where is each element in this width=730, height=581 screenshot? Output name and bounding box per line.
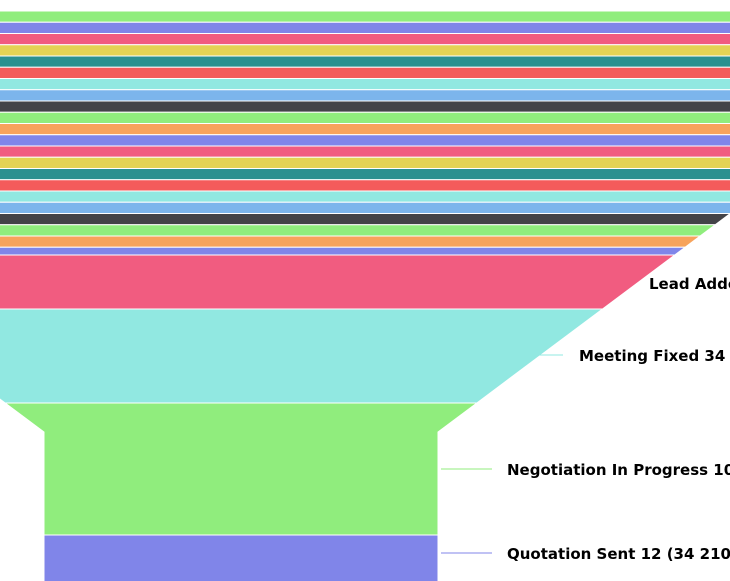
funnel-band <box>0 134 730 147</box>
funnel-band <box>0 100 730 113</box>
funnel-band <box>0 179 730 192</box>
funnel-band <box>0 213 730 226</box>
funnel-stage-2 <box>0 308 605 404</box>
funnel-band <box>0 111 730 124</box>
funnel-band <box>0 89 730 102</box>
funnel-band <box>0 168 730 181</box>
stage-label-3: Negotiation In Progress 10 ( <box>507 461 730 479</box>
funnel-stage-3 <box>3 402 479 536</box>
funnel-bands <box>0 10 730 259</box>
funnel-labels: Lead Added Meeting Fixed 34 (8 Negotiation… <box>441 275 730 563</box>
funnel-band <box>0 156 730 169</box>
funnel-band <box>0 235 702 248</box>
funnel-band <box>0 21 730 34</box>
funnel-band <box>0 10 730 23</box>
funnel-band <box>0 224 717 237</box>
funnel-stages <box>0 254 677 581</box>
funnel-band <box>0 145 730 158</box>
funnel-band <box>0 201 730 214</box>
funnel-band <box>0 78 730 91</box>
stage-label-2: Meeting Fixed 34 (8 <box>579 347 730 365</box>
funnel-band <box>0 190 730 203</box>
funnel-band <box>0 33 730 46</box>
funnel-stage-4 <box>43 534 439 581</box>
funnel-band <box>0 44 730 57</box>
funnel-stage-1 <box>0 254 677 310</box>
funnel-band <box>0 123 730 136</box>
stage-label-4: Quotation Sent 12 (34 210) <box>507 545 730 563</box>
funnel-band <box>0 66 730 79</box>
funnel-band <box>0 55 730 68</box>
stage-label-1: Lead Added <box>649 275 730 293</box>
